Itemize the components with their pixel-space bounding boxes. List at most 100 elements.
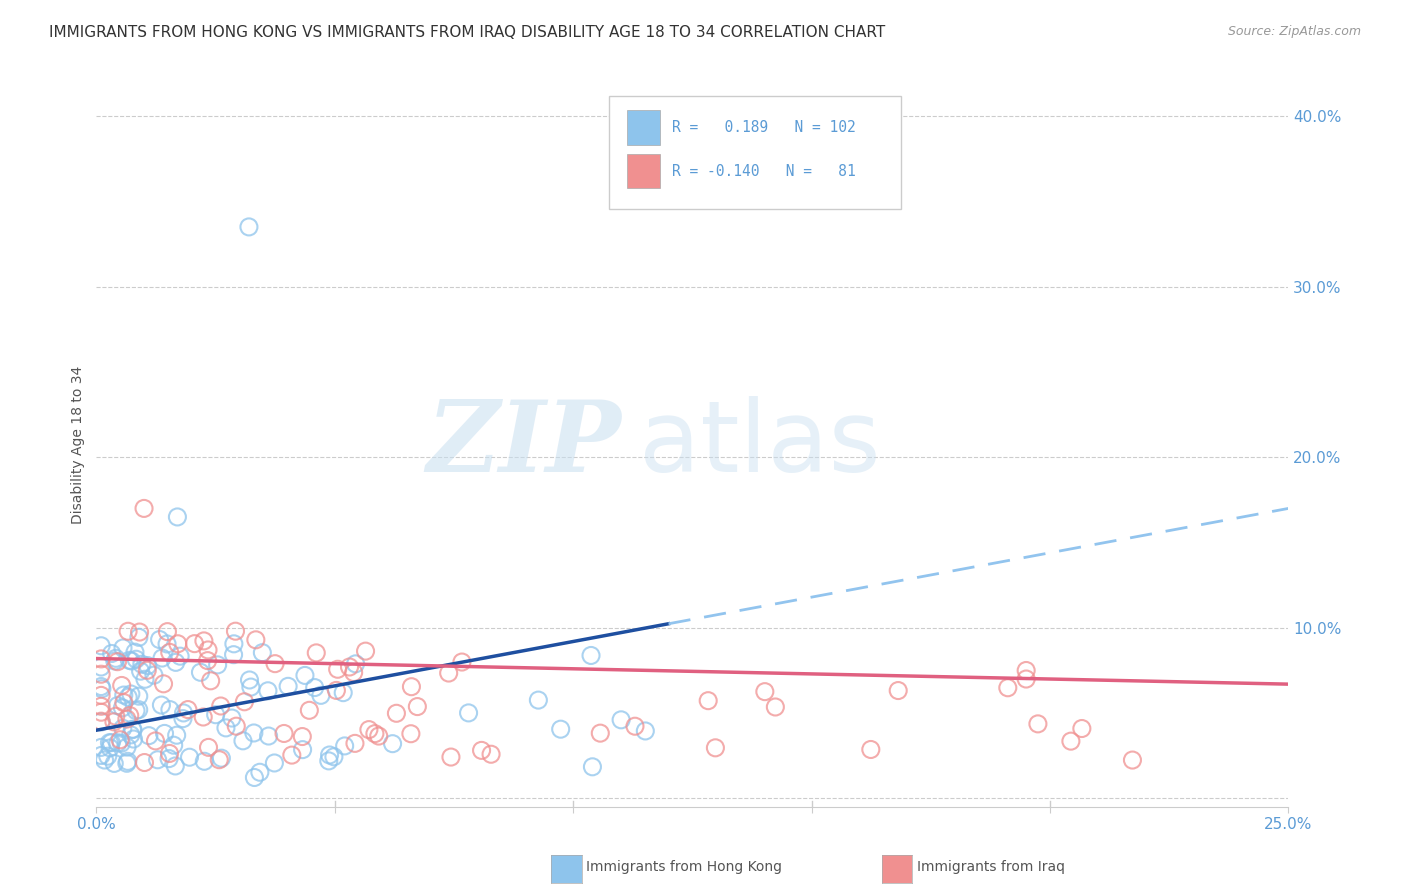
Point [115, 740, 138, 755]
Point [208, 753, 231, 767]
Point [581, 760, 603, 774]
Point [697, 694, 720, 708]
Point [177, 702, 200, 716]
Point [138, 729, 160, 743]
Point [90, 652, 112, 666]
Point [437, 666, 460, 681]
Point [298, 703, 321, 717]
Point [277, 679, 299, 693]
Point [108, 732, 131, 747]
Point [304, 681, 326, 695]
Point [249, 765, 271, 780]
Point [90, 714, 112, 729]
Point [124, 645, 146, 659]
Text: R =   0.189   N = 102: R = 0.189 N = 102 [672, 120, 856, 135]
Point [1070, 722, 1092, 736]
Point [997, 681, 1019, 695]
Point [322, 749, 344, 764]
Point [90, 681, 112, 696]
Point [305, 646, 328, 660]
Point [117, 755, 139, 769]
Point [166, 637, 188, 651]
Point [281, 748, 304, 763]
Point [136, 663, 159, 677]
Point [159, 747, 181, 761]
Point [406, 699, 429, 714]
Point [318, 754, 340, 768]
Point [309, 689, 332, 703]
Point [117, 624, 139, 639]
Point [215, 721, 238, 735]
Point [172, 712, 194, 726]
Point [150, 698, 173, 712]
Point [157, 751, 180, 765]
Point [245, 632, 267, 647]
Point [1121, 753, 1143, 767]
Point [332, 686, 354, 700]
Point [118, 708, 141, 723]
Point [243, 771, 266, 785]
Point [357, 723, 380, 737]
Point [146, 753, 169, 767]
Point [225, 719, 247, 733]
Point [471, 743, 494, 757]
Text: Immigrants from Iraq: Immigrants from Iraq [917, 860, 1064, 874]
Point [354, 644, 377, 658]
Point [232, 734, 254, 748]
Point [103, 756, 125, 771]
Point [121, 723, 143, 737]
Point [132, 501, 155, 516]
Point [589, 726, 612, 740]
Point [128, 689, 150, 703]
Point [343, 736, 366, 750]
Point [252, 646, 274, 660]
Point [115, 712, 138, 726]
Point [115, 756, 138, 771]
Point [111, 678, 134, 692]
Text: R = -0.140   N =   81: R = -0.140 N = 81 [672, 163, 856, 178]
Point [754, 684, 776, 698]
Point [197, 643, 219, 657]
Point [128, 625, 150, 640]
Point [107, 736, 129, 750]
Text: Immigrants from Hong Kong: Immigrants from Hong Kong [586, 860, 782, 874]
Point [112, 696, 135, 710]
Point [273, 726, 295, 740]
Point [103, 714, 125, 729]
Point [112, 688, 135, 702]
Point [125, 704, 148, 718]
Point [859, 742, 882, 756]
Point [193, 710, 215, 724]
Point [221, 711, 243, 725]
Point [243, 726, 266, 740]
Point [451, 655, 474, 669]
Point [93, 753, 115, 767]
Point [98, 736, 121, 750]
Point [197, 740, 219, 755]
Point [90, 705, 112, 719]
Point [150, 651, 173, 665]
Point [90, 740, 112, 755]
Point [165, 759, 187, 773]
Point [190, 665, 212, 680]
Point [238, 673, 260, 687]
Point [104, 654, 127, 668]
Point [257, 683, 280, 698]
Point [104, 651, 127, 665]
Point [479, 747, 502, 762]
Point [120, 687, 142, 701]
Point [291, 730, 314, 744]
Point [90, 639, 112, 653]
Point [90, 667, 112, 681]
Point [239, 680, 262, 694]
Point [90, 689, 112, 703]
Point [128, 703, 150, 717]
Point [233, 695, 256, 709]
Point [100, 647, 122, 661]
Bar [627, 153, 661, 188]
Point [887, 683, 910, 698]
Point [90, 748, 112, 763]
Point [131, 657, 153, 672]
Text: IMMIGRANTS FROM HONG KONG VS IMMIGRANTS FROM IRAQ DISABILITY AGE 18 TO 34 CORREL: IMMIGRANTS FROM HONG KONG VS IMMIGRANTS … [49, 25, 886, 40]
Text: Source: ZipAtlas.com: Source: ZipAtlas.com [1227, 25, 1361, 38]
